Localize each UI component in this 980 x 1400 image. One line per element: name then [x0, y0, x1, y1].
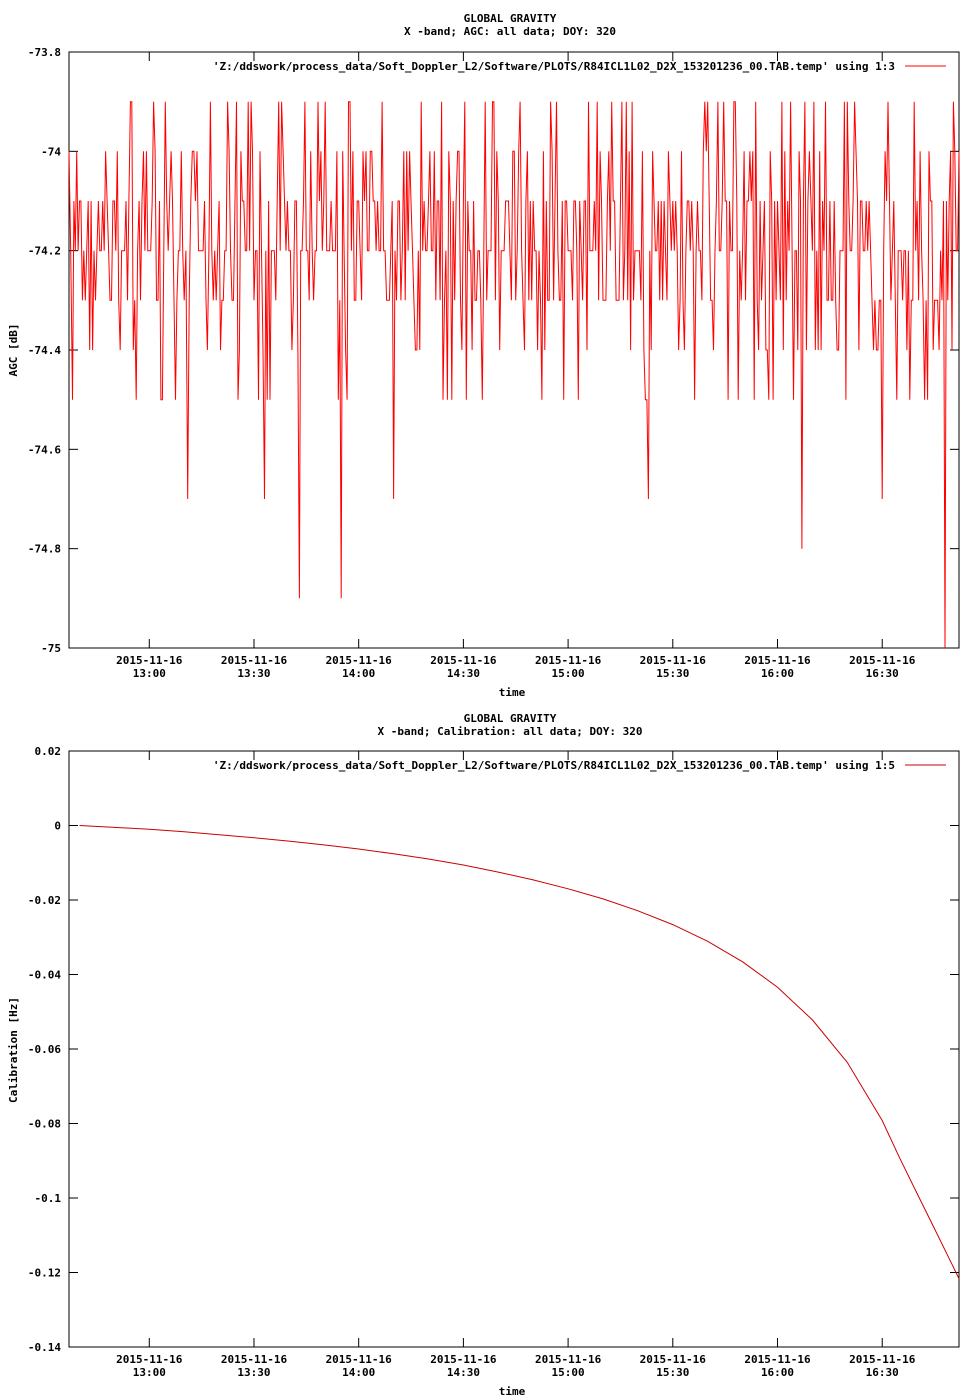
x-tick-time: 13:00	[133, 667, 166, 680]
x-axis-label: time	[499, 686, 526, 699]
y-tick-label: -75	[41, 642, 61, 655]
x-tick-time: 14:00	[342, 667, 375, 680]
y-tick-label: -0.02	[28, 894, 61, 907]
x-tick-date: 2015-11-16	[430, 1353, 497, 1366]
x-tick-date: 2015-11-16	[849, 654, 916, 667]
x-tick-time: 15:30	[656, 667, 689, 680]
y-tick-label: -0.04	[28, 969, 61, 982]
x-tick-date: 2015-11-16	[116, 1353, 183, 1366]
x-tick-date: 2015-11-16	[535, 1353, 602, 1366]
chart-title: GLOBAL GRAVITY	[464, 712, 557, 725]
y-tick-label: -0.14	[28, 1341, 61, 1354]
legend-label: 'Z:/ddswork/process_data/Soft_Doppler_L2…	[213, 60, 895, 73]
x-tick-time: 13:30	[237, 1366, 270, 1379]
x-ticks: 2015-11-1613:002015-11-1613:302015-11-16…	[116, 52, 916, 680]
y-tick-label: 0.02	[35, 745, 62, 758]
chart-subtitle: X -band; Calibration: all data; DOY: 320	[378, 725, 643, 738]
y-tick-label: -73.8	[28, 46, 61, 59]
chart-title: GLOBAL GRAVITY	[464, 12, 557, 25]
y-ticks: -0.14 -0.12 -0.1 -0.08 -0.06 -0.04 -0.02 0 0.02	[28, 745, 959, 1354]
x-tick-date: 2015-11-16	[326, 1353, 393, 1366]
x-axis-label: time	[499, 1385, 526, 1398]
x-tick-time: 15:00	[552, 1366, 585, 1379]
x-tick-time: 16:00	[761, 1366, 794, 1379]
x-tick-date: 2015-11-16	[221, 1353, 288, 1366]
y-tick-label: -0.12	[28, 1267, 61, 1280]
x-tick-date: 2015-11-16	[535, 654, 602, 667]
y-tick-label: -0.06	[28, 1043, 61, 1056]
x-tick-time: 14:00	[342, 1366, 375, 1379]
y-tick-label: -0.1	[35, 1192, 62, 1205]
x-tick-date: 2015-11-16	[744, 654, 811, 667]
x-tick-time: 16:00	[761, 667, 794, 680]
x-tick-time: 13:00	[133, 1366, 166, 1379]
plot-frame	[68, 750, 960, 1348]
x-tick-date: 2015-11-16	[326, 654, 393, 667]
x-tick-date: 2015-11-16	[430, 654, 497, 667]
x-tick-date: 2015-11-16	[640, 654, 707, 667]
calibration-series-line	[79, 825, 960, 1280]
x-tick-time: 16:30	[866, 1366, 899, 1379]
y-tick-label: 0	[54, 820, 61, 833]
y-tick-label: -74	[41, 145, 61, 158]
x-tick-time: 15:00	[552, 667, 585, 680]
agc-series-line	[68, 101, 960, 649]
agc-chart: GLOBAL GRAVITY X -band; AGC: all data; D…	[7, 12, 960, 699]
y-tick-label: -74.6	[28, 443, 61, 456]
x-tick-time: 14:30	[447, 667, 480, 680]
x-tick-date: 2015-11-16	[640, 1353, 707, 1366]
x-tick-date: 2015-11-16	[116, 654, 183, 667]
x-tick-time: 13:30	[237, 667, 270, 680]
y-tick-label: -74.4	[28, 344, 61, 357]
y-axis-label: Calibration [Hz]	[7, 997, 20, 1103]
calibration-chart: GLOBAL GRAVITY X -band; Calibration: all…	[7, 712, 960, 1398]
x-ticks: 2015-11-1613:002015-11-1613:302015-11-16…	[116, 751, 916, 1379]
x-tick-date: 2015-11-16	[849, 1353, 916, 1366]
x-tick-time: 16:30	[866, 667, 899, 680]
legend-label: 'Z:/ddswork/process_data/Soft_Doppler_L2…	[213, 759, 895, 772]
chart-subtitle: X -band; AGC: all data; DOY: 320	[404, 25, 616, 38]
y-axis-label: AGC [dB]	[7, 324, 20, 377]
x-tick-date: 2015-11-16	[221, 654, 288, 667]
y-tick-label: -74.8	[28, 543, 61, 556]
x-tick-time: 15:30	[656, 1366, 689, 1379]
y-ticks: -75 -74.8 -74.6 -74.4 -74.2 -74 -73.8	[28, 46, 959, 655]
x-tick-date: 2015-11-16	[744, 1353, 811, 1366]
x-tick-time: 14:30	[447, 1366, 480, 1379]
y-tick-label: -74.2	[28, 245, 61, 258]
y-tick-label: -0.08	[28, 1118, 61, 1131]
